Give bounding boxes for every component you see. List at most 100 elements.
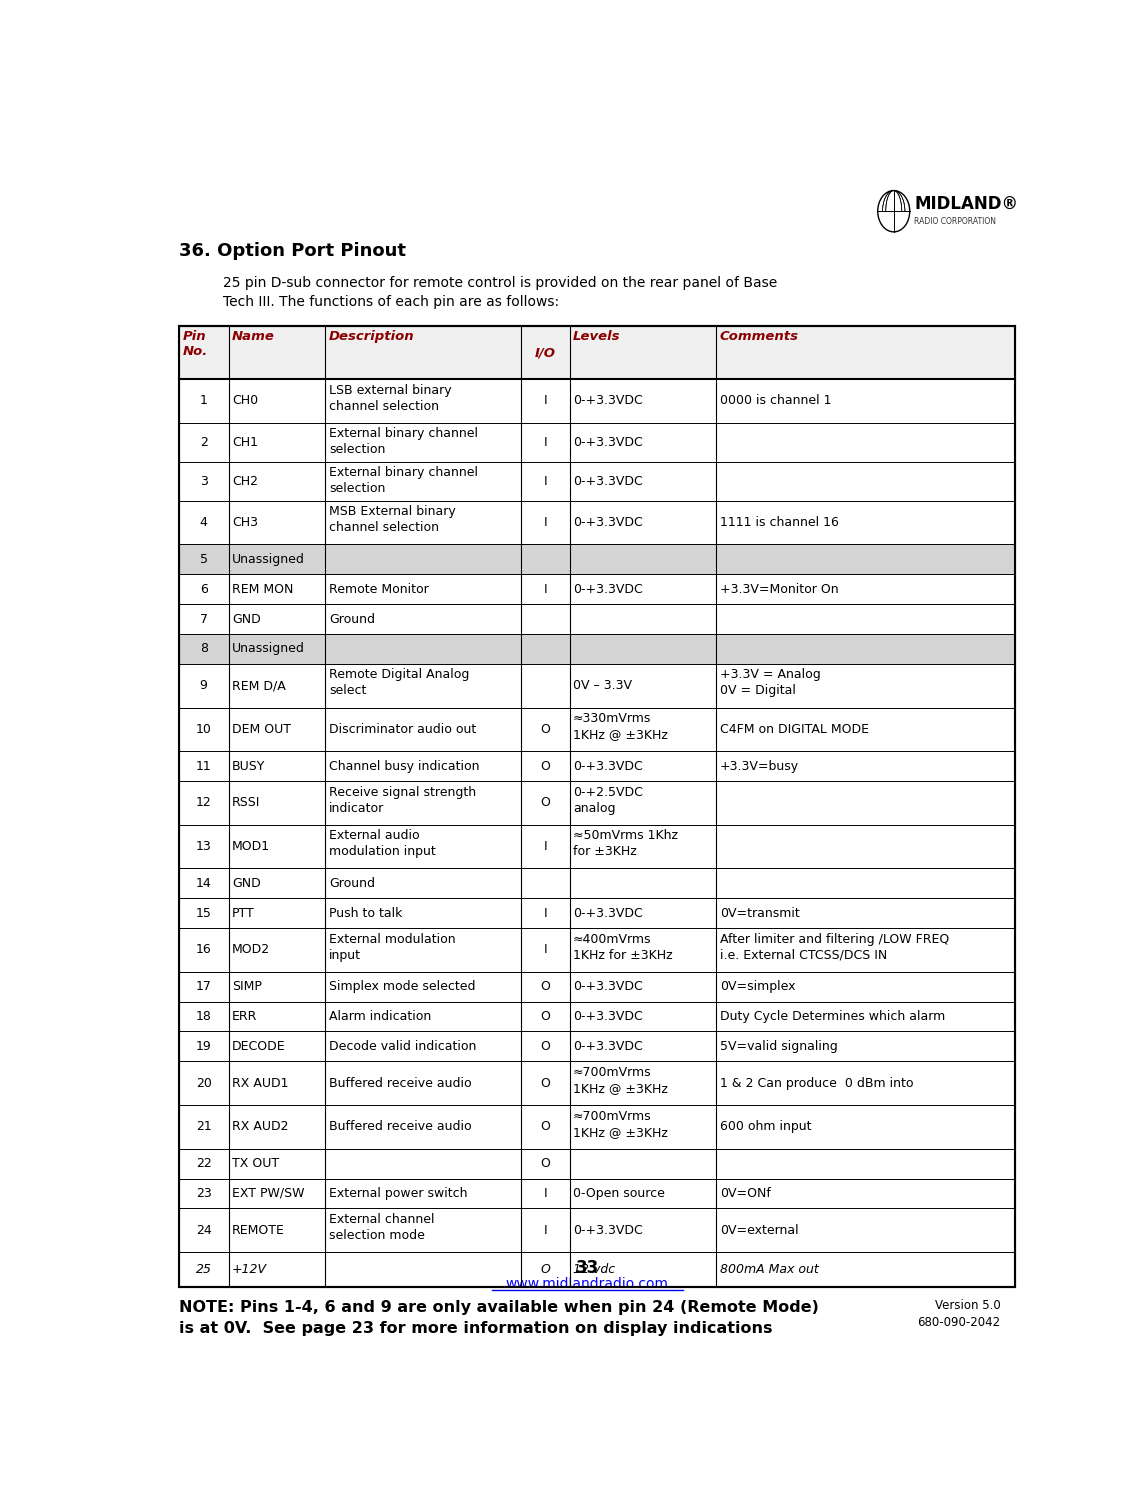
Text: 36. Option Port Pinout: 36. Option Port Pinout [179,242,406,260]
Text: MOD1: MOD1 [231,840,270,853]
Text: I: I [543,840,547,853]
Text: Version 5.0
680-090-2042: Version 5.0 680-090-2042 [917,1300,1000,1329]
Text: O: O [540,1040,550,1053]
Text: 12: 12 [196,797,212,809]
Text: 4: 4 [199,516,207,530]
Text: MIDLAND®: MIDLAND® [915,195,1018,213]
Text: DEM OUT: DEM OUT [231,722,291,736]
Text: Buffered receive audio: Buffered receive audio [329,1077,471,1089]
Text: SIMP: SIMP [231,980,262,994]
Text: Pin
No.: Pin No. [182,330,207,358]
Text: 0V=external: 0V=external [720,1223,799,1237]
Text: 21: 21 [196,1120,212,1134]
Text: Alarm indication: Alarm indication [329,1010,431,1024]
Text: 14: 14 [196,877,212,889]
Text: After limiter and filtering /LOW FREQ
i.e. External CTCSS/DCS IN: After limiter and filtering /LOW FREQ i.… [720,932,949,962]
Text: CH1: CH1 [231,436,258,449]
Text: I: I [543,1223,547,1237]
Text: O: O [540,1158,550,1170]
Text: 6: 6 [199,583,207,595]
Text: Description: Description [329,330,415,343]
Text: O: O [540,722,550,736]
Text: 12 vdc: 12 vdc [573,1262,615,1276]
Text: CH0: CH0 [231,394,258,407]
Text: PTT: PTT [231,907,254,919]
Text: Simplex mode selected: Simplex mode selected [329,980,476,994]
Text: 0-+3.3VDC: 0-+3.3VDC [573,1010,643,1024]
Text: ≈50mVrms 1Khz
for ±3KHz: ≈50mVrms 1Khz for ±3KHz [573,830,678,858]
Text: 23: 23 [196,1188,212,1200]
Text: O: O [540,1120,550,1134]
Text: RX AUD1: RX AUD1 [231,1077,289,1089]
Text: 24: 24 [196,1223,212,1237]
Text: MOD2: MOD2 [231,943,270,956]
Text: Duty Cycle Determines which alarm: Duty Cycle Determines which alarm [720,1010,945,1024]
Text: 0-+3.3VDC: 0-+3.3VDC [573,980,643,994]
Text: I: I [543,516,547,530]
Text: LSB external binary
channel selection: LSB external binary channel selection [329,383,452,412]
Text: External channel
selection mode: External channel selection mode [329,1213,434,1241]
Text: Ground: Ground [329,877,375,889]
Text: Comments: Comments [720,330,799,343]
Text: ≈400mVrms
1KHz for ±3KHz: ≈400mVrms 1KHz for ±3KHz [573,932,673,962]
Text: 0-Open source: 0-Open source [573,1188,665,1200]
Text: RX AUD2: RX AUD2 [231,1120,289,1134]
Text: 5V=valid signaling: 5V=valid signaling [720,1040,838,1053]
Text: 0-+3.3VDC: 0-+3.3VDC [573,1040,643,1053]
Text: 0V – 3.3V: 0V – 3.3V [573,679,633,692]
Text: Channel busy indication: Channel busy indication [329,759,479,773]
Text: C4FM on DIGITAL MODE: C4FM on DIGITAL MODE [720,722,869,736]
Text: REM D/A: REM D/A [231,679,285,692]
Text: MSB External binary
channel selection: MSB External binary channel selection [329,506,456,534]
Text: 25 pin D-sub connector for remote control is provided on the rear panel of Base
: 25 pin D-sub connector for remote contro… [223,276,777,309]
Text: 1 & 2 Can produce  0 dBm into: 1 & 2 Can produce 0 dBm into [720,1077,913,1089]
Text: 0000 is channel 1: 0000 is channel 1 [720,394,831,407]
Text: DECODE: DECODE [231,1040,285,1053]
Text: O: O [540,1010,550,1024]
Text: External audio
modulation input: External audio modulation input [329,830,435,858]
Text: I: I [543,943,547,956]
Text: REM MON: REM MON [231,583,293,595]
Text: 2: 2 [199,436,207,449]
Text: ERR: ERR [231,1010,258,1024]
Text: I: I [543,436,547,449]
Text: Remote Digital Analog
select: Remote Digital Analog select [329,668,469,697]
Text: O: O [540,980,550,994]
Text: NOTE: Pins 1-4, 6 and 9 are only available when pin 24 (Remote Mode)
is at 0V.  : NOTE: Pins 1-4, 6 and 9 are only availab… [179,1301,818,1335]
Text: Receive signal strength
indicator: Receive signal strength indicator [329,786,476,815]
Text: +12V: +12V [231,1262,267,1276]
Text: 0-+2.5VDC
analog: 0-+2.5VDC analog [573,786,643,815]
Text: I: I [543,583,547,595]
Text: 0-+3.3VDC: 0-+3.3VDC [573,436,643,449]
Text: O: O [540,1262,550,1276]
Text: Ground: Ground [329,613,375,625]
Text: CH2: CH2 [231,474,258,488]
Text: 0-+3.3VDC: 0-+3.3VDC [573,516,643,530]
Text: O: O [540,1077,550,1089]
Text: 0-+3.3VDC: 0-+3.3VDC [573,1223,643,1237]
Text: 0-+3.3VDC: 0-+3.3VDC [573,474,643,488]
Text: 18: 18 [196,1010,212,1024]
Text: 1: 1 [199,394,207,407]
Text: External binary channel
selection: External binary channel selection [329,427,478,457]
Text: 0V=transmit: 0V=transmit [720,907,800,919]
Text: Push to talk: Push to talk [329,907,402,919]
Text: External power switch: External power switch [329,1188,468,1200]
Text: RSSI: RSSI [231,797,260,809]
Text: I/O: I/O [535,346,556,360]
Text: I: I [543,394,547,407]
Text: TX OUT: TX OUT [231,1158,280,1170]
Text: 800mA Max out: 800mA Max out [720,1262,818,1276]
Text: 7: 7 [199,613,207,625]
Text: 0V=ONf: 0V=ONf [720,1188,770,1200]
Text: 19: 19 [196,1040,212,1053]
Text: 20: 20 [196,1077,212,1089]
Text: 0-+3.3VDC: 0-+3.3VDC [573,759,643,773]
Text: GND: GND [231,877,261,889]
Text: ≈330mVrms
1KHz @ ±3KHz: ≈330mVrms 1KHz @ ±3KHz [573,712,668,742]
Text: I: I [543,907,547,919]
Text: 22: 22 [196,1158,212,1170]
Text: 5: 5 [199,554,207,565]
Text: BUSY: BUSY [231,759,266,773]
Text: REMOTE: REMOTE [231,1223,285,1237]
